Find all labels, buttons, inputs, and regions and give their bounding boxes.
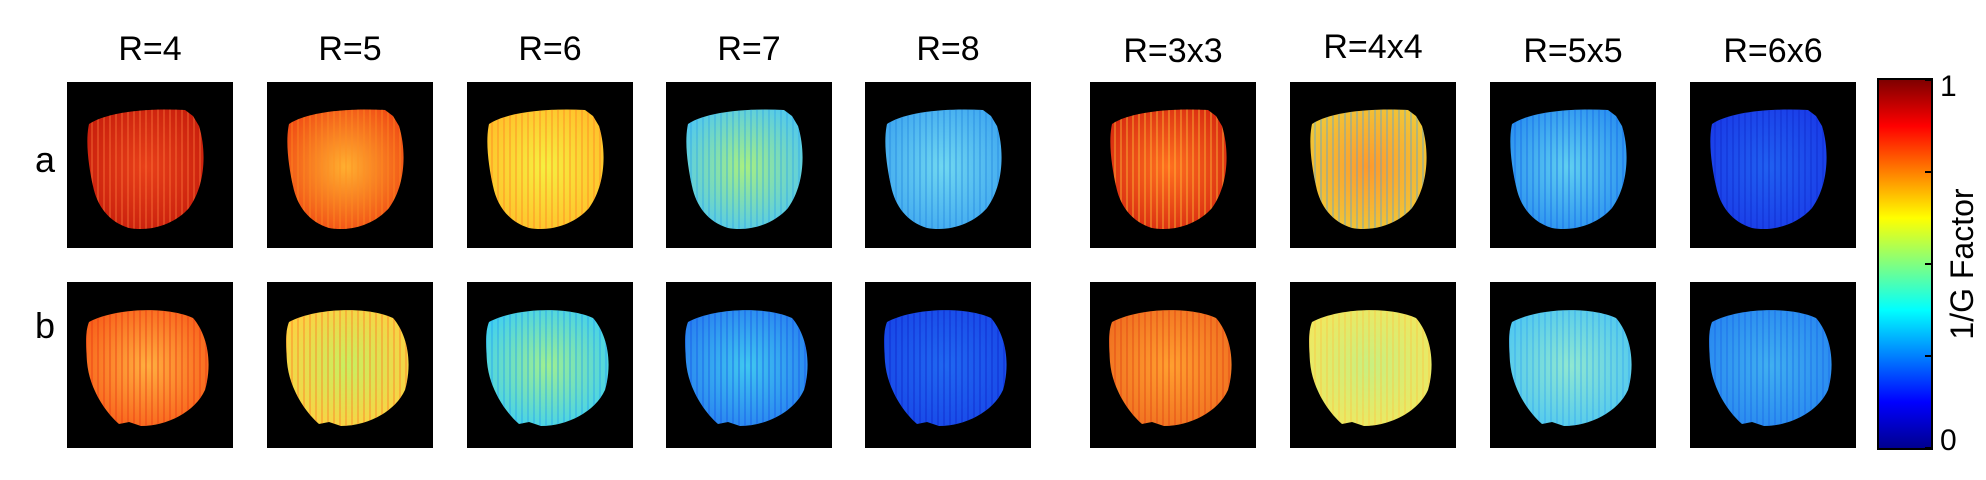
gfactor-map-image (1510, 109, 1627, 230)
gfactor-map-b-2 (267, 282, 433, 448)
gfactor-map-image (884, 310, 1007, 426)
artifact-texture (1110, 109, 1227, 230)
gfactor-map-image (686, 109, 803, 230)
column-title: R=5 (318, 30, 382, 68)
gfactor-map-image (287, 109, 404, 230)
gfactor-map-a-8 (1490, 82, 1656, 248)
column-title: R=6 (518, 30, 582, 68)
artifact-texture (286, 310, 409, 426)
artifact-texture (686, 109, 803, 230)
row-label-b: b (34, 305, 56, 346)
gfactor-map-a-1 (67, 82, 233, 248)
gfactor-map-b-5 (865, 282, 1031, 448)
gfactor-map-image (86, 310, 209, 426)
artifact-texture (287, 109, 404, 230)
gfactor-map-a-7 (1290, 82, 1456, 248)
column-title: R=4 (118, 30, 182, 68)
gfactor-map-b-8 (1490, 282, 1656, 448)
gfactor-map-a-6 (1090, 82, 1256, 248)
gfactor-map-a-9 (1690, 82, 1856, 248)
artifact-texture (685, 310, 808, 426)
gfactor-map-image (1709, 310, 1832, 426)
gfactor-map-image (1310, 109, 1427, 230)
gfactor-map-image (87, 109, 204, 230)
gfactor-map-image (487, 109, 604, 230)
colorbar-title: 1/G Factor (1944, 188, 1980, 340)
colorbar-tick-bottom (1925, 447, 1933, 449)
artifact-texture (884, 310, 1007, 426)
gfactor-map-a-3 (467, 82, 633, 248)
gfactor-map-b-4 (666, 282, 832, 448)
colorbar-tick (1925, 355, 1933, 357)
colorbar (1877, 78, 1933, 450)
gfactor-map-image (1710, 109, 1827, 230)
gfactor-map-b-7 (1290, 282, 1456, 448)
colorbar-tick (1925, 171, 1933, 173)
column-title: R=8 (916, 30, 980, 68)
gfactor-map-b-9 (1690, 282, 1856, 448)
column-title: R=5x5 (1523, 32, 1623, 70)
gfactor-map-image (1109, 310, 1232, 426)
colorbar-tick-top (1925, 79, 1933, 81)
artifact-texture (1109, 310, 1232, 426)
gfactor-map-image (286, 310, 409, 426)
column-title: R=6x6 (1723, 32, 1823, 70)
gfactor-map-b-6 (1090, 282, 1256, 448)
colorbar-max-label: 1 (1940, 70, 1957, 103)
row-label-a: a (34, 139, 56, 180)
column-title: R=7 (717, 30, 781, 68)
gfactor-map-a-4 (666, 82, 832, 248)
colorbar-min-label: 0 (1940, 424, 1957, 457)
artifact-texture (1509, 310, 1632, 426)
artifact-texture (1309, 310, 1432, 426)
artifact-texture (1710, 109, 1827, 230)
artifact-texture (486, 310, 609, 426)
gfactor-map-image (486, 310, 609, 426)
gfactor-map-a-5 (865, 82, 1031, 248)
colorbar-tick (1925, 263, 1933, 265)
gfactor-map-image (1110, 109, 1227, 230)
gfactor-map-image (685, 310, 808, 426)
gfactor-map-image (885, 109, 1002, 230)
artifact-texture (885, 109, 1002, 230)
gfactor-map-b-1 (67, 282, 233, 448)
artifact-texture (86, 310, 209, 426)
gfactor-map-image (1509, 310, 1632, 426)
artifact-texture (87, 109, 204, 230)
gfactor-map-a-2 (267, 82, 433, 248)
column-title: R=4x4 (1323, 28, 1423, 66)
artifact-texture (1310, 109, 1427, 230)
artifact-texture (487, 109, 604, 230)
artifact-texture (1510, 109, 1627, 230)
gfactor-map-b-3 (467, 282, 633, 448)
column-title: R=3x3 (1123, 32, 1223, 70)
artifact-texture (1709, 310, 1832, 426)
gfactor-map-image (1309, 310, 1432, 426)
